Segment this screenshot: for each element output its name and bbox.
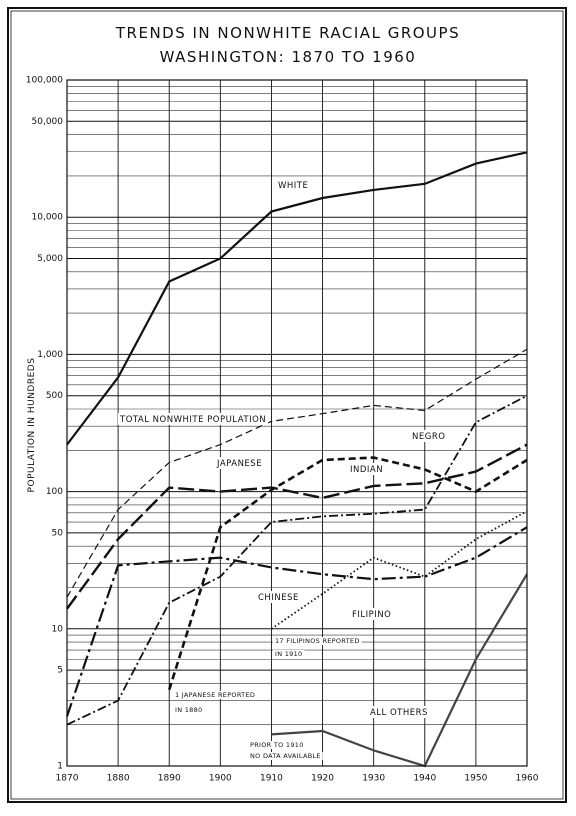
y-tick-label: 100,000 <box>26 76 63 86</box>
x-tick-label: 1940 <box>413 774 436 784</box>
label-background <box>118 413 269 425</box>
x-tick-label: 1870 <box>56 774 79 784</box>
series-line <box>66 348 528 598</box>
annotation: NO DATA AVAILABLE <box>250 752 321 760</box>
plot-border <box>66 79 528 767</box>
frame <box>7 7 567 803</box>
note-background <box>248 741 306 749</box>
series-label: INDIAN <box>350 465 383 475</box>
x-tick-label: 1900 <box>209 774 232 784</box>
label-background <box>410 430 448 442</box>
x-tick-label: 1950 <box>464 774 487 784</box>
label-background <box>348 463 386 475</box>
x-tick-label: 1960 <box>516 774 539 784</box>
note-background <box>173 691 258 699</box>
series-line <box>65 526 528 717</box>
series-label: FILIPINO <box>352 610 391 620</box>
chart-title: TRENDS IN NONWHITE RACIAL GROUPS <box>115 24 460 42</box>
note-background <box>248 752 323 760</box>
series-label: NEGRO <box>412 432 445 442</box>
annotation: 17 FILIPINOS REPORTED <box>275 637 360 645</box>
series-line <box>270 510 528 630</box>
label-background <box>256 591 301 603</box>
y-tick-label: 10,000 <box>32 213 64 223</box>
y-tick-label: 50,000 <box>32 117 64 127</box>
y-tick-label: 500 <box>46 391 63 401</box>
label-background <box>215 457 265 469</box>
series-label: ALL OTHERS <box>370 708 428 718</box>
x-tick-label: 1880 <box>107 774 130 784</box>
y-tick-label: 100 <box>46 487 63 497</box>
x-tick-label: 1890 <box>158 774 181 784</box>
y-tick-label: 10 <box>52 624 64 634</box>
series-label: WHITE <box>278 181 308 191</box>
note-background <box>173 706 205 714</box>
note-background <box>273 650 305 658</box>
x-tick-label: 1930 <box>362 774 385 784</box>
y-tick-label: 50 <box>52 528 64 538</box>
series-line <box>167 456 528 691</box>
y-tick-label: 5,000 <box>37 254 63 264</box>
series-label: TOTAL NONWHITE POPULATION <box>119 415 266 425</box>
y-tick-label: 5 <box>57 666 63 676</box>
y-tick-label: 1 <box>57 762 63 772</box>
label-background <box>368 706 430 718</box>
series-line <box>66 394 528 726</box>
annotation: IN 1880 <box>175 706 203 714</box>
y-axis-label: POPULATION IN HUNDREDS <box>27 358 37 493</box>
annotation: IN 1910 <box>275 650 303 658</box>
annotation: PRIOR TO 1910 <box>250 741 304 749</box>
frame-inner <box>10 10 564 800</box>
annotation: 1 JAPANESE REPORTED <box>175 691 255 699</box>
series-line <box>271 573 528 768</box>
series-label: JAPANESE <box>216 459 262 469</box>
series-line <box>66 443 528 610</box>
x-tick-label: 1920 <box>311 774 334 784</box>
x-tick-label: 1910 <box>260 774 283 784</box>
label-background <box>276 179 311 191</box>
label-background <box>350 608 394 620</box>
note-background <box>273 637 362 645</box>
chart-subtitle: WASHINGTON: 1870 TO 1960 <box>160 48 417 66</box>
y-tick-label: 1,000 <box>37 350 63 360</box>
series-label: CHINESE <box>258 593 299 603</box>
series-line <box>66 151 528 446</box>
